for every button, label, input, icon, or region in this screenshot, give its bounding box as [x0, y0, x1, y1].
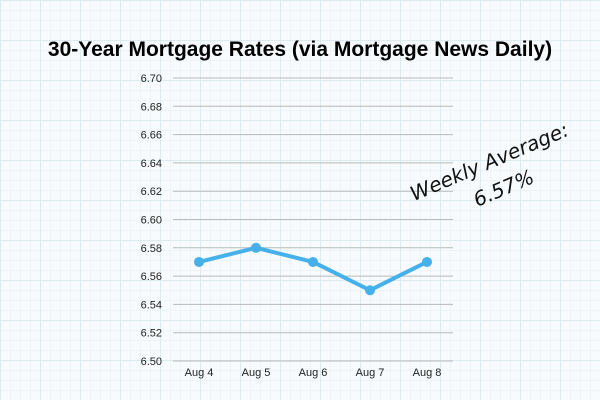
data-point — [422, 256, 432, 267]
data-point — [194, 256, 204, 267]
x-tick-label: Aug 7 — [356, 367, 385, 379]
data-point — [365, 285, 375, 296]
y-tick-label: 6.58 — [141, 243, 162, 255]
x-axis-ticks: Aug 4 Aug 5 Aug 6 Aug 7 Aug 8 — [185, 367, 442, 379]
y-tick-label: 6.66 — [141, 130, 162, 142]
y-tick-label: 6.70 — [141, 73, 162, 85]
y-tick-label: 6.50 — [141, 356, 162, 368]
x-tick-label: Aug 8 — [413, 367, 442, 379]
y-tick-label: 6.52 — [141, 328, 162, 340]
data-point — [251, 242, 261, 253]
data-points — [194, 242, 432, 296]
x-tick-label: Aug 5 — [242, 367, 271, 379]
y-tick-label: 6.60 — [141, 215, 162, 227]
y-axis-ticks: 6.70 6.68 6.66 6.64 6.62 6.60 6.58 6.56 6.54 6.52… — [141, 73, 162, 368]
data-point — [308, 256, 318, 267]
chart-title: 30-Year Mortgage Rates (via Mortgage New… — [48, 38, 552, 61]
y-tick-label: 6.64 — [141, 158, 162, 170]
y-tick-label: 6.56 — [141, 271, 162, 283]
series-line — [197, 245, 429, 293]
y-tick-label: 6.54 — [141, 299, 162, 311]
x-tick-label: Aug 6 — [299, 367, 328, 379]
gridlines — [173, 77, 453, 362]
y-tick-label: 6.62 — [141, 186, 162, 198]
y-tick-label: 6.68 — [141, 101, 162, 113]
x-tick-label: Aug 4 — [185, 367, 214, 379]
